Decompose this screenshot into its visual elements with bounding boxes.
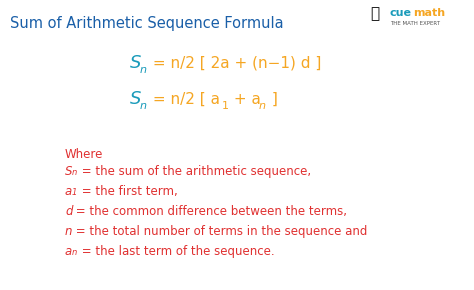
Text: n: n [140,65,147,75]
Text: n: n [65,225,73,238]
Text: d: d [65,205,73,218]
Text: 1: 1 [222,101,229,111]
Text: n: n [72,168,77,177]
Text: S: S [130,90,141,108]
Text: = the common difference between the terms,: = the common difference between the term… [72,205,347,218]
Text: S: S [130,54,141,72]
Text: 1: 1 [72,188,77,197]
Text: = the last term of the sequence.: = the last term of the sequence. [78,245,274,258]
Text: + a: + a [229,92,261,107]
Text: cue: cue [390,8,412,18]
Text: n: n [259,101,266,111]
Text: Sum of Arithmetic Sequence Formula: Sum of Arithmetic Sequence Formula [10,16,283,31]
Text: = the total number of terms in the sequence and: = the total number of terms in the seque… [72,225,367,238]
Text: n: n [72,248,77,257]
Text: 🚀: 🚀 [370,6,379,21]
Text: = the first term,: = the first term, [78,185,178,198]
Text: S: S [65,165,73,178]
Text: = n/2 [ 2a + (n−1) d ]: = n/2 [ 2a + (n−1) d ] [148,56,321,71]
Text: n: n [140,101,147,111]
Text: a: a [65,245,72,258]
Text: Where: Where [65,148,103,161]
Text: = n/2 [ a: = n/2 [ a [148,92,220,107]
Text: math: math [413,8,445,18]
Text: ]: ] [267,92,278,107]
Text: = the sum of the arithmetic sequence,: = the sum of the arithmetic sequence, [78,165,311,178]
Text: a: a [65,185,72,198]
Text: THE MATH EXPERT: THE MATH EXPERT [390,21,440,26]
